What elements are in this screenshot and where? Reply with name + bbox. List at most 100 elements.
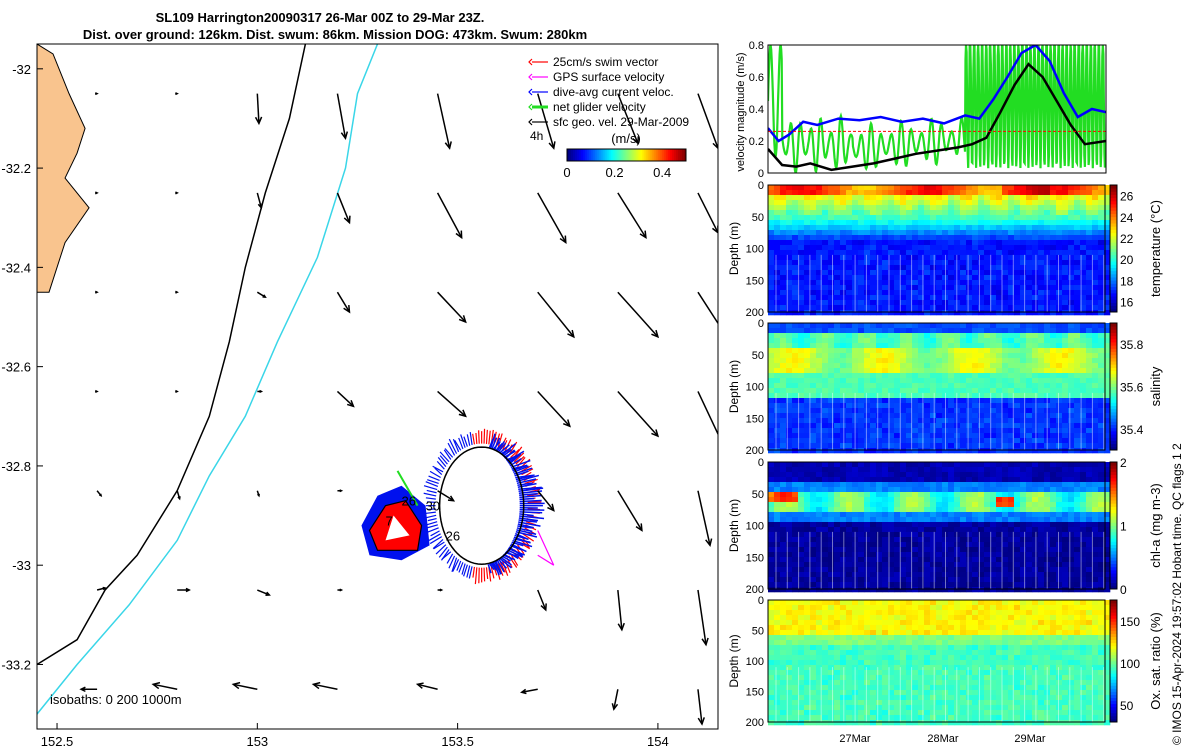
heatmap-cell [852,195,859,201]
heatmap-cell [768,255,775,261]
heatmap-cell [846,305,853,311]
heatmap-cell [882,438,889,444]
heatmap-cell [804,398,811,404]
heatmap-cell [852,487,859,493]
heatmap-cell [834,537,841,543]
heatmap-cell [1008,323,1015,329]
heatmap-cell [894,413,901,419]
heatmap-cell [1092,290,1099,296]
heatmap-cell [882,200,889,206]
heatmap-cell [882,587,889,593]
geo-vector-arrow [177,587,191,593]
heatmap-cell [888,517,895,523]
heatmap-cell [882,482,889,488]
heatmap-cell [966,537,973,543]
geo-vector-head [697,717,705,726]
heatmap-cell [960,537,967,543]
heatmap-cell [930,462,937,468]
heatmap-cell [822,343,829,349]
heatmap-cell [1086,413,1093,419]
heatmap-cell [810,398,817,404]
heatmap-cell [1014,388,1021,394]
heatmap-cell [924,300,931,306]
heatmap-cell [876,393,883,399]
heatmap-cell [996,572,1003,578]
heatmap-cell [1086,210,1093,216]
heatmap-cell [882,527,889,533]
heatmap-cell [930,343,937,349]
heatmap-cell [942,572,949,578]
heatmap-cell [1008,265,1015,271]
heatmap-cell [1044,285,1051,291]
heatmap-cell [996,220,1003,226]
heatmap-cell [1086,230,1093,236]
heatmap-cell [876,497,883,503]
heatmap-cell [816,507,823,513]
heatmap-cell [798,270,805,276]
legend-label-4: sfc geo. vel. 29-Mar-2009 [553,115,689,129]
heatmap-cell [1092,413,1099,419]
heatmap-cell [774,502,781,508]
heatmap-cell [900,492,907,498]
heatmap-cell [888,428,895,434]
heatmap-cell [780,433,787,439]
heatmap-cell [792,343,799,349]
heatmap-cell [942,482,949,488]
heatmap-cell [918,200,925,206]
heatmap-cell [900,507,907,513]
heatmap-cell [966,438,973,444]
heatmap-cell [990,443,997,449]
heatmap-cell [1014,353,1021,359]
heatmap-cell [966,393,973,399]
heatmap-cell [810,587,817,593]
heatmap-cell [858,492,865,498]
heatmap-cell [876,245,883,251]
heatmap-cell [1026,492,1033,498]
heatmap-cell [1098,408,1105,414]
heatmap-cell [1008,577,1015,583]
heatmap-cell [780,517,787,523]
heatmap-cell [792,398,799,404]
heatmap-cell [816,567,823,573]
heatmap-cell [990,363,997,369]
heatmap-cell [882,492,889,498]
heatmap-cell [840,507,847,513]
heatmap-cell [936,225,943,231]
heatmap-cell [912,333,919,339]
heatmap-cell [1038,255,1045,261]
heatmap-cell [804,408,811,414]
heatmap-cell [852,418,859,424]
heatmap-cell [786,195,793,201]
heatmap-cell [972,328,979,334]
heatmap-cell [876,285,883,291]
heatmap-cell [816,443,823,449]
heatmap-cell [942,305,949,311]
heatmap-cell [1062,482,1069,488]
heatmap-cell [828,393,835,399]
colorbar-cell [1110,267,1117,272]
heatmap-cell [780,225,787,231]
heatmap-cell [1020,482,1027,488]
heatmap-cell [1068,428,1075,434]
heatmap-cell [804,433,811,439]
heatmap-cell [852,577,859,583]
heatmap-cell [990,290,997,296]
heatmap-cell [1020,567,1027,573]
heatmap-cell [1050,482,1057,488]
heatmap-cell [1008,537,1015,543]
heatmap-cell [1074,413,1081,419]
heatmap-cell [804,413,811,419]
heatmap-cell [942,200,949,206]
heatmap-cell [1050,487,1057,493]
heatmap-cell [864,363,871,369]
heatmap-cell [792,567,799,573]
heatmap-cell [912,587,919,593]
heatmap-cell [978,507,985,513]
heatmap-cell [768,205,775,211]
heatmap-cell [1080,373,1087,379]
heatmap-cell [810,487,817,493]
heatmap-cell [1086,423,1093,429]
heatmap-cell [1002,428,1009,434]
heatmap-cell [798,185,805,191]
heatmap-cell [924,388,931,394]
